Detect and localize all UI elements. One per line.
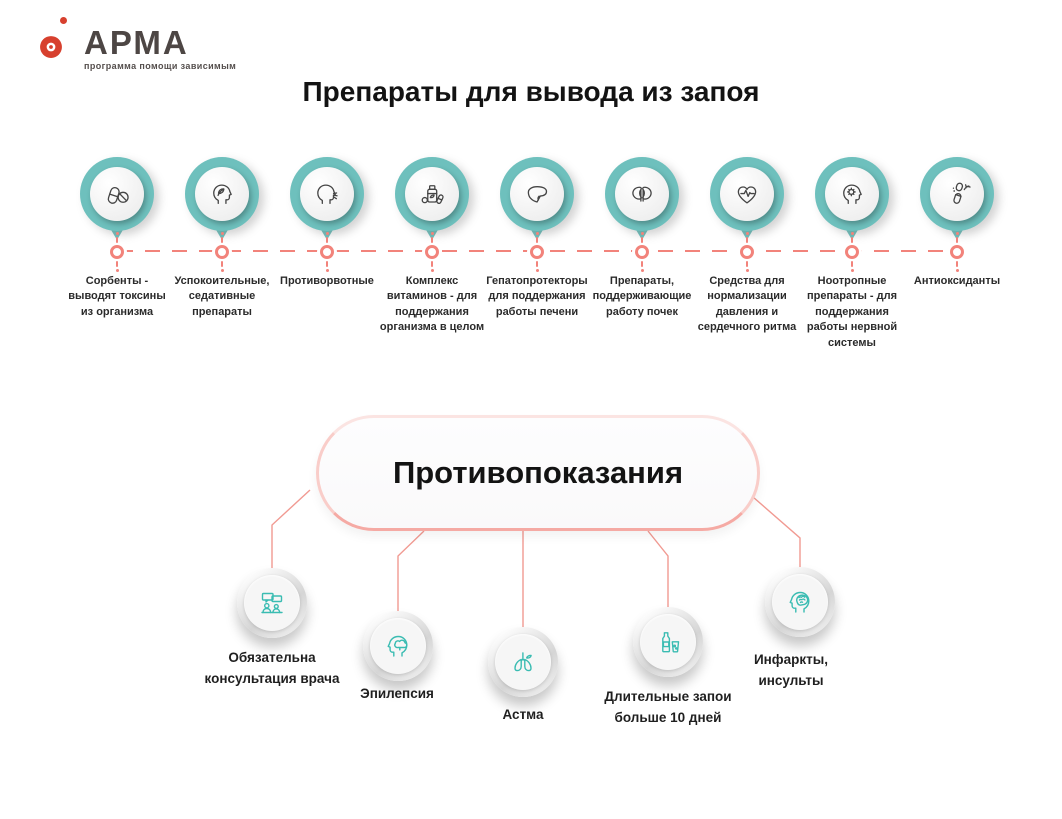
bottle-glass-icon bbox=[662, 632, 680, 653]
arma-logo-icon bbox=[40, 36, 62, 58]
timeline-item-blood-pressure: Средства для нормализации давления и сер… bbox=[692, 157, 802, 333]
timeline-marker bbox=[425, 232, 439, 272]
contra-circle-long-binge bbox=[633, 607, 703, 677]
timeline-item-sorbents: Сорбенты - выводят токсины из организма bbox=[62, 157, 172, 318]
brand-name: АРМА bbox=[84, 24, 189, 61]
timeline-pin bbox=[500, 157, 574, 231]
epilepsy-head-icon bbox=[387, 635, 408, 657]
contra-label: Инфаркты, инсульты bbox=[753, 652, 829, 688]
doctor-consultation-icon bbox=[261, 592, 283, 614]
vitamins-icon bbox=[421, 185, 444, 204]
timeline-marker bbox=[635, 232, 649, 272]
contra-circle-heart-attack bbox=[765, 567, 835, 637]
timeline-marker bbox=[320, 232, 334, 272]
kidneys-icon bbox=[632, 186, 652, 202]
timeline-label: Успокоительные, седативные препараты bbox=[174, 275, 270, 318]
pills-icon bbox=[107, 186, 129, 204]
timeline-item-antioxidants: Антиоксиданты bbox=[902, 157, 1012, 287]
timeline-marker bbox=[110, 232, 124, 272]
contra-circle-epilepsy bbox=[363, 611, 433, 681]
heart-rhythm-icon bbox=[737, 186, 757, 204]
timeline-label: Сорбенты - выводят токсины из организма bbox=[68, 275, 166, 318]
timeline-label: Гепатопротекторы для поддержания работы … bbox=[486, 275, 588, 318]
brand-dot bbox=[60, 17, 67, 24]
timeline-item-hepatoprotectors: Гепатопротекторы для поддержания работы … bbox=[482, 157, 592, 318]
timeline-label: Противорвотные bbox=[280, 275, 374, 287]
timeline-item-vitamins: Комплекс витаминов - для поддержания орг… bbox=[377, 157, 487, 333]
timeline-item-antiemetic: Противорвотные bbox=[272, 157, 382, 287]
sedative-head-icon bbox=[213, 184, 232, 205]
antioxidant-icon bbox=[952, 182, 971, 204]
antiemetic-head-icon bbox=[317, 184, 338, 205]
timeline-marker bbox=[530, 232, 544, 272]
timeline-pin bbox=[710, 157, 784, 231]
contra-label: Обязательна консультация врача bbox=[204, 650, 340, 686]
timeline-marker bbox=[215, 232, 229, 272]
timeline-item-sedatives: Успокоительные, седативные препараты bbox=[167, 157, 277, 318]
contraindications-title: Противопоказания bbox=[392, 455, 684, 490]
timeline-label: Ноотропные препараты - для поддержания р… bbox=[806, 275, 898, 349]
timeline-pin bbox=[290, 157, 364, 231]
timeline-pin bbox=[185, 157, 259, 231]
contraindications-panel: Противопоказания bbox=[316, 415, 760, 531]
timeline-marker bbox=[950, 232, 964, 272]
timeline-pin bbox=[80, 157, 154, 231]
timeline-marker bbox=[845, 232, 859, 272]
timeline-pin bbox=[815, 157, 889, 231]
contra-circle-asthma bbox=[488, 627, 558, 697]
nootropic-head-icon bbox=[843, 184, 862, 205]
brain-head-icon bbox=[789, 591, 810, 613]
contra-label: Длительные запои больше 10 дней bbox=[604, 689, 732, 725]
timeline-marker bbox=[740, 232, 754, 272]
timeline-item-nootropics: Ноотропные препараты - для поддержания р… bbox=[797, 157, 907, 349]
contra-label: Эпилепсия bbox=[360, 686, 434, 701]
timeline-pin bbox=[605, 157, 679, 231]
page-title: Препараты для вывода из запоя bbox=[302, 76, 760, 107]
brand-tagline: программа помощи зависимым bbox=[84, 61, 237, 71]
timeline-label: Антиоксиданты bbox=[913, 275, 1001, 287]
contra-circle-doctor bbox=[237, 568, 307, 638]
timeline-pin bbox=[920, 157, 994, 231]
logo: АРМА программа помощи зависимым bbox=[26, 17, 237, 72]
contra-label: Астма bbox=[502, 707, 544, 722]
lungs-icon bbox=[514, 652, 532, 672]
timeline-item-kidneys: Препараты, поддерживающие работу почек bbox=[587, 157, 697, 318]
liver-icon bbox=[527, 186, 548, 203]
timeline-label: Препараты, поддерживающие работу почек bbox=[592, 275, 692, 318]
timeline-label: Средства для нормализации давления и сер… bbox=[697, 275, 797, 334]
timeline-pin bbox=[395, 157, 469, 231]
timeline-label: Комплекс витаминов - для поддержания орг… bbox=[379, 275, 485, 334]
